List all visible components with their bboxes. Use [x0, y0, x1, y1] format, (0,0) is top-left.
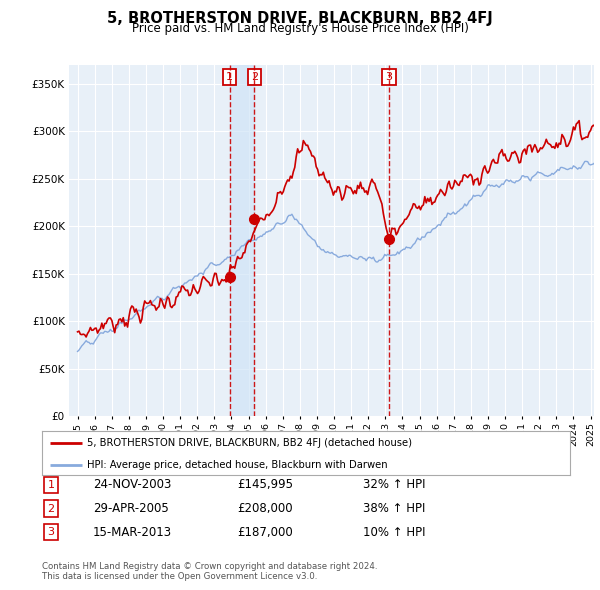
Text: 38% ↑ HPI: 38% ↑ HPI [363, 502, 425, 515]
Text: 1: 1 [226, 72, 233, 82]
Text: 32% ↑ HPI: 32% ↑ HPI [363, 478, 425, 491]
Text: 3: 3 [47, 527, 55, 537]
Text: 15-MAR-2013: 15-MAR-2013 [93, 526, 172, 539]
Text: 2: 2 [251, 72, 258, 82]
Text: 24-NOV-2003: 24-NOV-2003 [93, 478, 172, 491]
Text: 1: 1 [47, 480, 55, 490]
Text: 3: 3 [385, 72, 392, 82]
Text: This data is licensed under the Open Government Licence v3.0.: This data is licensed under the Open Gov… [42, 572, 317, 581]
Text: £187,000: £187,000 [237, 526, 293, 539]
Text: 2: 2 [47, 504, 55, 513]
Text: Price paid vs. HM Land Registry's House Price Index (HPI): Price paid vs. HM Land Registry's House … [131, 22, 469, 35]
Text: Contains HM Land Registry data © Crown copyright and database right 2024.: Contains HM Land Registry data © Crown c… [42, 562, 377, 571]
Text: £145,995: £145,995 [237, 478, 293, 491]
Text: 5, BROTHERSTON DRIVE, BLACKBURN, BB2 4FJ: 5, BROTHERSTON DRIVE, BLACKBURN, BB2 4FJ [107, 11, 493, 25]
Text: 29-APR-2005: 29-APR-2005 [93, 502, 169, 515]
Text: 5, BROTHERSTON DRIVE, BLACKBURN, BB2 4FJ (detached house): 5, BROTHERSTON DRIVE, BLACKBURN, BB2 4FJ… [87, 438, 412, 448]
Text: £208,000: £208,000 [237, 502, 293, 515]
Bar [230, 65, 254, 416]
Text: HPI: Average price, detached house, Blackburn with Darwen: HPI: Average price, detached house, Blac… [87, 460, 388, 470]
Text: 10% ↑ HPI: 10% ↑ HPI [363, 526, 425, 539]
